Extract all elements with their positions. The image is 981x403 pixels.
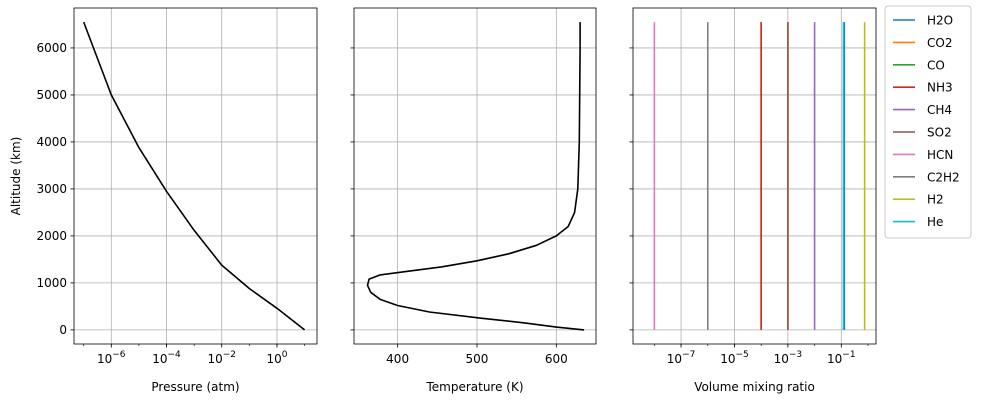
y-tick-label: 6000 (36, 41, 67, 55)
x-tick-label: 500 (466, 352, 489, 366)
plot-area (633, 8, 876, 344)
legend-label: CO2 (927, 36, 952, 50)
axes-frame (353, 7, 597, 345)
x-tick-label: 10−1 (827, 350, 856, 366)
x-tick-label: 600 (545, 352, 568, 366)
x-axis-label: Pressure (atm) (151, 380, 239, 394)
legend-label: CO (927, 58, 945, 72)
pressure-panel: 0 1000 2000 3000 4000 5000 6000 10−6 10−4 10−2 100… (9, 7, 318, 394)
axes-frame (632, 7, 877, 345)
x-tick-label: 10−6 (97, 350, 126, 366)
x-tick-label: 400 (386, 352, 409, 366)
legend-label: C2H2 (927, 170, 960, 184)
y-tick-label: 5000 (36, 88, 67, 102)
plot-area (354, 8, 596, 344)
temperature-panel: 400 500 600 Temperature (K) (350, 7, 597, 394)
plot-area (74, 8, 317, 344)
x-tick-label: 10−2 (207, 350, 236, 366)
x-axis-label: Volume mixing ratio (694, 380, 815, 394)
x-tick-label: 10−5 (720, 350, 749, 366)
x-tick-label: 10−7 (667, 350, 696, 366)
legend-label: HCN (927, 148, 953, 162)
legend-label: H2O (927, 14, 953, 28)
x-tick-label: 100 (266, 350, 287, 366)
x-tick-label: 10−4 (152, 350, 181, 366)
y-tick-label: 2000 (36, 229, 67, 243)
legend-label: He (927, 215, 943, 229)
legend-label: SO2 (927, 126, 952, 140)
axes-frame (73, 7, 318, 345)
y-axis-label: Altitude (km) (9, 137, 23, 216)
y-tick-label: 0 (59, 323, 67, 337)
legend-label: CH4 (927, 103, 952, 117)
legend: H2O CO2 CO NH3 CH4 SO2 HCN C2H2 H2 He (884, 5, 972, 239)
y-tick-label: 3000 (36, 182, 67, 196)
profile-line (82, 21, 306, 331)
x-axis-label: Temperature (K) (425, 380, 523, 394)
legend-label: NH3 (927, 81, 953, 95)
mixing-ratio-panel: 10−7 10−5 10−3 10−1 Volume mixing ratio (629, 7, 877, 394)
profile-line (366, 22, 585, 331)
y-tick-label: 4000 (36, 135, 67, 149)
y-tick-label: 1000 (36, 276, 67, 290)
x-tick-label: 10−3 (774, 350, 803, 366)
legend-label: H2 (927, 193, 944, 207)
